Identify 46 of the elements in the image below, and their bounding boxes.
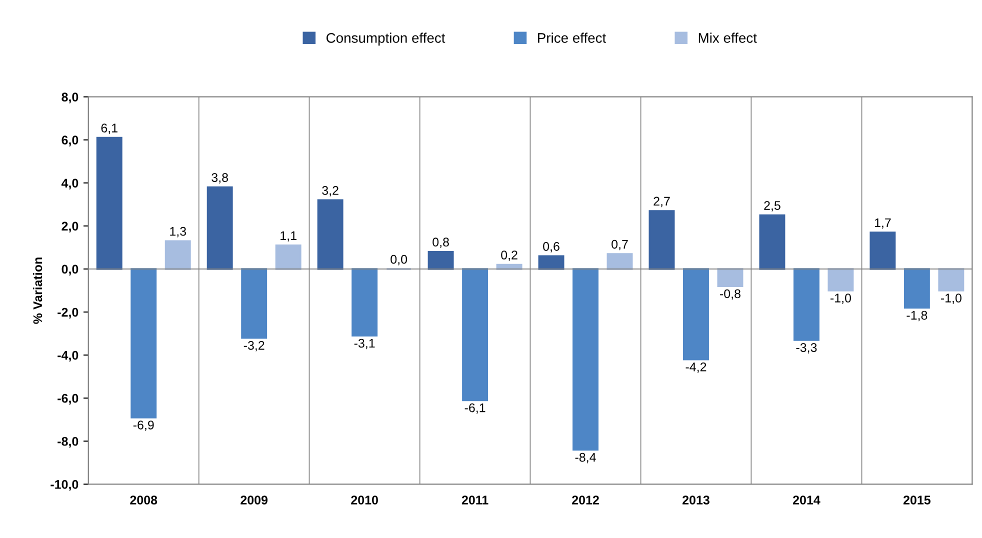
x-tick-label: 2011 xyxy=(462,496,488,504)
y-tick-label: 0,0 xyxy=(62,264,78,276)
y-tick-label: 2,0 xyxy=(62,222,78,232)
data-label: -3,1 xyxy=(354,338,375,350)
y-tick-label: -2,0 xyxy=(58,308,78,319)
data-label: -8,4 xyxy=(575,452,596,464)
y-tick-label: -8,0 xyxy=(58,436,78,448)
y-tick-label: -4,0 xyxy=(58,350,78,362)
data-label: 6,1 xyxy=(101,124,118,134)
y-tick-label: -6,0 xyxy=(58,394,78,405)
data-label: 1,7 xyxy=(874,218,891,229)
data-label: -0,8 xyxy=(720,289,740,300)
y-tick-label: 6,0 xyxy=(62,136,78,146)
data-label: 1,3 xyxy=(170,226,186,238)
data-label: 3,2 xyxy=(322,186,338,196)
y-axis-title: % Variation xyxy=(32,258,42,324)
data-label: 0,8 xyxy=(432,238,449,248)
data-label: 1,1 xyxy=(280,231,296,242)
data-label: -3,2 xyxy=(244,340,264,352)
x-tick-label: 2013 xyxy=(682,496,710,505)
x-tick-label: 2012 xyxy=(572,496,599,504)
data-label: -4,2 xyxy=(686,362,706,373)
data-label: -1,0 xyxy=(940,294,962,304)
y-tick-label: 4,0 xyxy=(61,178,78,190)
legend-label: Consumption effect xyxy=(326,32,446,46)
y-tick-label: -10,0 xyxy=(50,480,78,491)
data-label: 2,7 xyxy=(654,196,670,208)
data-label: 2,5 xyxy=(764,201,780,212)
data-label: 0,0 xyxy=(390,254,408,266)
data-label: 0,2 xyxy=(501,250,518,261)
data-label: -1,0 xyxy=(830,294,851,304)
legend-label: Price effect xyxy=(538,32,606,43)
y-tick-label: 8,0 xyxy=(62,92,78,104)
x-tick-label: 2009 xyxy=(240,496,268,504)
data-label: -6,9 xyxy=(133,420,154,431)
data-label: 0,7 xyxy=(612,240,628,250)
legend-label: Mix effect xyxy=(698,32,757,43)
x-tick-label: 2015 xyxy=(903,496,930,504)
x-tick-label: 2010 xyxy=(351,496,378,504)
x-tick-label: 2008 xyxy=(130,496,158,504)
x-tick-label: 2014 xyxy=(793,496,820,504)
data-label: 0,6 xyxy=(543,242,560,252)
data-label: -1,8 xyxy=(906,310,928,322)
data-label: -6,1 xyxy=(464,403,486,414)
data-label: -3,3 xyxy=(796,343,817,354)
data-label: 3,8 xyxy=(212,173,228,184)
